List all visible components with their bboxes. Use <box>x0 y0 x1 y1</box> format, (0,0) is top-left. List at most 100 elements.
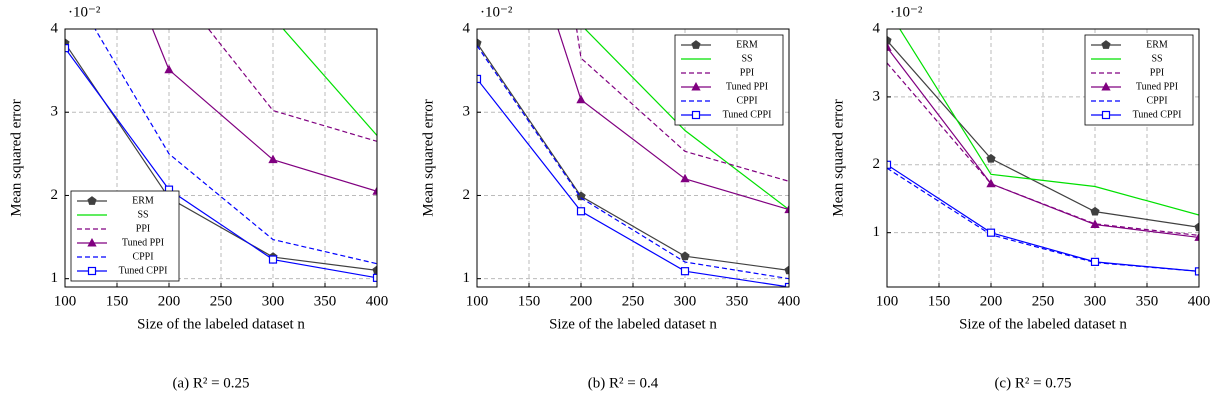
marker <box>372 186 377 195</box>
legend-label: SS <box>1151 53 1162 64</box>
series-line <box>151 29 377 192</box>
marker <box>576 207 586 216</box>
marker <box>680 173 690 183</box>
marker <box>680 267 690 276</box>
caption: (c) R² = 0.75 <box>994 375 1071 391</box>
marker <box>691 110 701 120</box>
x-tick-label: 150 <box>518 293 541 309</box>
legend-label: Tuned CPPI <box>1133 109 1182 120</box>
y-tick-label: 1 <box>51 270 59 286</box>
legend-label: PPI <box>136 223 150 234</box>
marker <box>268 255 278 264</box>
marker <box>268 154 278 164</box>
y-tick-label: 1 <box>873 224 881 240</box>
x-tick-label: 350 <box>314 293 337 309</box>
marker <box>986 228 996 237</box>
y-tick-label: 3 <box>873 88 881 104</box>
marker <box>784 265 789 275</box>
marker <box>372 273 377 282</box>
marker <box>1101 110 1111 120</box>
marker <box>87 237 97 247</box>
x-tick-label: 150 <box>106 293 129 309</box>
x-tick-label: 300 <box>262 293 285 309</box>
x-tick-label: 200 <box>570 293 593 309</box>
y-axis-label: Mean squared error <box>8 99 24 216</box>
marker <box>477 74 482 84</box>
y-tick-label: 2 <box>873 156 881 172</box>
y-tick-label: 2 <box>463 187 471 203</box>
y-axis-label: Mean squared error <box>830 99 846 216</box>
marker <box>887 160 892 169</box>
series-line <box>887 62 1199 236</box>
series-line <box>477 42 789 271</box>
legend-label: ERM <box>132 195 154 206</box>
x-tick-label: 300 <box>1084 293 1107 309</box>
series-line <box>477 45 789 280</box>
y-tick-label: 4 <box>873 20 881 36</box>
x-axis-label: Size of the labeled dataset n <box>549 316 717 332</box>
x-tick-label: 150 <box>928 293 951 309</box>
legend-label: CPPI <box>132 251 153 262</box>
axes-frame <box>886 28 1200 288</box>
x-tick-label: 100 <box>876 293 899 309</box>
x-tick-label: 250 <box>210 293 233 309</box>
legend-label: Tuned CPPI <box>119 265 168 276</box>
legend-label: CPPI <box>1146 95 1167 106</box>
marker <box>372 265 377 275</box>
marker <box>1194 232 1199 241</box>
legend-label: ERM <box>1146 39 1168 50</box>
y-tick-label: 3 <box>51 104 59 120</box>
x-tick-label: 100 <box>54 293 77 309</box>
x-tick-label: 400 <box>1188 293 1211 309</box>
legend-label: CPPI <box>736 95 757 106</box>
x-tick-label: 100 <box>466 293 489 309</box>
marker <box>1090 219 1100 229</box>
x-tick-label: 350 <box>726 293 749 309</box>
marker <box>784 204 789 214</box>
marker <box>576 94 586 104</box>
marker <box>65 44 70 53</box>
x-tick-label: 250 <box>1032 293 1055 309</box>
marker <box>87 266 97 276</box>
series-line <box>887 46 1199 239</box>
y-axis-label: Mean squared error <box>420 99 436 216</box>
legend: ERM SS PPI Tuned PPI CPPI Tuned CPPI <box>70 190 180 282</box>
marker <box>784 282 789 287</box>
caption: (b) R² = 0.4 <box>588 375 659 391</box>
marker <box>477 38 482 48</box>
legend-label: SS <box>741 53 752 64</box>
marker <box>691 40 701 49</box>
legend: ERM SS PPI Tuned PPI CPPI Tuned CPPI <box>1084 34 1194 126</box>
marker <box>887 35 892 45</box>
legend-label: ERM <box>736 39 758 50</box>
marker <box>986 153 996 163</box>
x-axis-label: Size of the labeled dataset n <box>137 316 305 332</box>
marker <box>887 42 892 51</box>
x-tick-label: 400 <box>366 293 389 309</box>
x-tick-label: 200 <box>158 293 181 309</box>
y-multiplier: ·10⁻² <box>480 4 513 20</box>
x-tick-label: 300 <box>674 293 697 309</box>
y-tick-label: 4 <box>463 20 471 36</box>
series-line <box>584 29 789 211</box>
series-line <box>477 78 789 287</box>
marker <box>691 81 701 91</box>
legend-label: Tuned PPI <box>726 81 768 92</box>
y-tick-label: 2 <box>51 187 59 203</box>
series-line <box>557 29 789 211</box>
series-line <box>576 29 789 182</box>
y-tick-label: 1 <box>463 270 471 286</box>
legend-label: Tuned PPI <box>1136 81 1178 92</box>
marker <box>986 178 996 188</box>
marker <box>1090 206 1100 216</box>
marker <box>1194 222 1199 232</box>
x-tick-label: 250 <box>622 293 645 309</box>
marker <box>1101 81 1111 91</box>
marker <box>87 196 97 205</box>
x-tick-label: 350 <box>1136 293 1159 309</box>
series-line <box>65 42 377 271</box>
x-tick-label: 400 <box>778 293 801 309</box>
marker <box>1194 267 1199 276</box>
y-tick-label: 3 <box>463 104 471 120</box>
